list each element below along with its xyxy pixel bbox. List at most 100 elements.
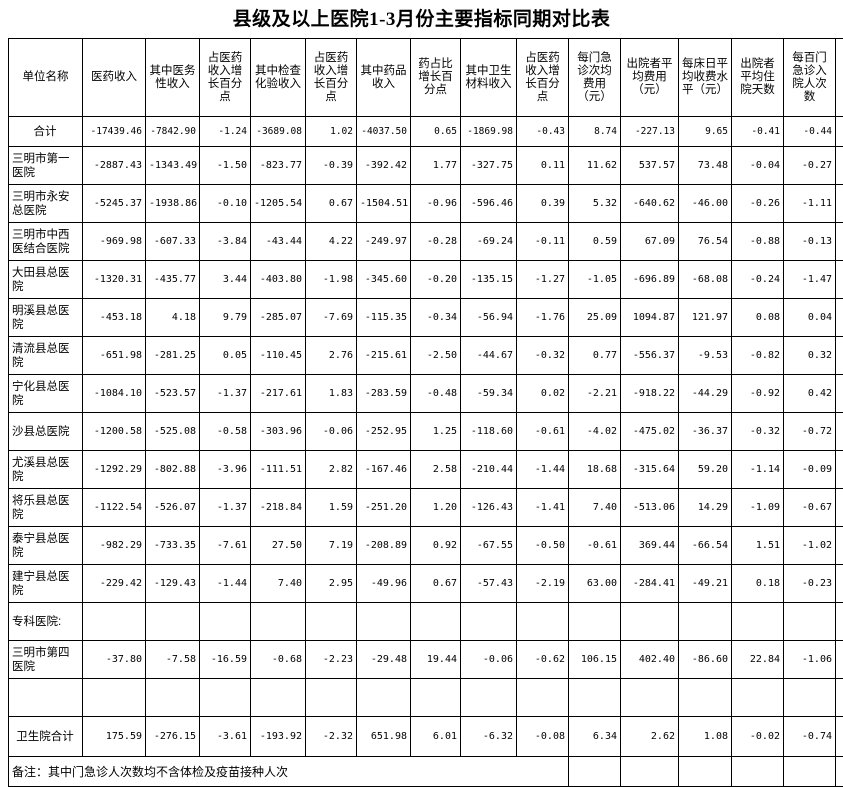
table-cell: -7.58 — [146, 641, 200, 679]
col-header-drug-ratio-pct-point: 药占比增长百分点 — [411, 39, 461, 117]
row-label: 三明市第四医院 — [9, 641, 83, 679]
table-cell: -651.98 — [83, 337, 146, 375]
table-cell: -2.32 — [306, 717, 357, 757]
table-row — [9, 679, 843, 717]
table-cell: 0.11 — [517, 147, 569, 185]
table-cell: -7.61 — [200, 527, 251, 565]
blank-cell — [679, 679, 732, 717]
table-cell: -0.74 — [784, 717, 836, 757]
table-cell: 73.48 — [679, 147, 732, 185]
table-cell: -49.21 — [679, 565, 732, 603]
col-header-admissions-per-hundred: 每百门急诊入院人次数 — [784, 39, 836, 117]
table-cell: -526.07 — [146, 489, 200, 527]
table-cell: 2.62 — [621, 717, 679, 757]
table-row: 三明市第一医院-2887.43-1343.49-1.50-823.77-0.39… — [9, 147, 843, 185]
blank-cell — [411, 679, 461, 717]
table-cell: 121.97 — [679, 299, 732, 337]
table-cell: -67.55 — [461, 527, 517, 565]
table-cell: 9.79 — [200, 299, 251, 337]
table-cell: -315.64 — [621, 451, 679, 489]
table-cell: -1.37 — [200, 489, 251, 527]
table-cell: -44.29 — [679, 375, 732, 413]
row-label: 三明市中西医结合医院 — [9, 223, 83, 261]
row-label: 三明市永安总医院 — [9, 185, 83, 223]
table-cell: -3.61 — [200, 717, 251, 757]
col-header-pct-point-1: 占医药收入增长百分点 — [200, 39, 251, 117]
col-header-outpatient-avg-cost: 每门急诊次均费用（元） — [569, 39, 621, 117]
blank-cell — [517, 603, 569, 641]
table-cell: -252.95 — [357, 413, 411, 451]
table-cell: -3.84 — [200, 223, 251, 261]
blank-cell — [461, 679, 517, 717]
table-cell: -0.23 — [784, 565, 836, 603]
col-header-pct-point-3: 占医药收入增长百分点 — [517, 39, 569, 117]
table-cell: -1200.58 — [83, 413, 146, 451]
table-cell: -1.06 — [784, 641, 836, 679]
indicators-table: 单位名称 医药收入 其中医务性收入 占医药收入增长百分点 其中检查化验收入 占医… — [8, 38, 843, 787]
table-cell: -28.76 — [836, 117, 843, 147]
row-label: 三明市第一医院 — [9, 147, 83, 185]
table-cell: 2.95 — [306, 565, 357, 603]
row-label-total: 合计 — [9, 117, 83, 147]
col-header-drug-revenue: 其中药品收入 — [357, 39, 411, 117]
blank-cell — [251, 679, 306, 717]
table-cell: -210.44 — [461, 451, 517, 489]
table-cell: -0.41 — [732, 117, 784, 147]
table-cell: -1.44 — [200, 565, 251, 603]
blank-cell — [679, 603, 732, 641]
table-cell: -0.09 — [784, 451, 836, 489]
table-cell: -1.05 — [569, 261, 621, 299]
table-cell: -69.24 — [461, 223, 517, 261]
table-cell: -1.37 — [200, 375, 251, 413]
table-cell: -17439.46 — [83, 117, 146, 147]
table-cell: 0.65 — [411, 117, 461, 147]
table-cell: 0.39 — [517, 185, 569, 223]
table-cell: -0.08 — [517, 717, 569, 757]
table-cell: -2.21 — [569, 375, 621, 413]
table-cell: -1084.10 — [83, 375, 146, 413]
table-cell: -345.60 — [357, 261, 411, 299]
table-cell: -303.96 — [251, 413, 306, 451]
table-cell: -0.02 — [732, 717, 784, 757]
table-cell: -118.60 — [461, 413, 517, 451]
blank-cell — [146, 603, 200, 641]
blank-cell — [357, 603, 411, 641]
table-cell: -696.89 — [621, 261, 679, 299]
blank-cell — [83, 603, 146, 641]
table-cell: -283.59 — [357, 375, 411, 413]
table-cell: -39.81 — [836, 147, 843, 185]
table-cell: -0.68 — [251, 641, 306, 679]
table-cell: -0.96 — [411, 185, 461, 223]
table-cell: 0.08 — [732, 299, 784, 337]
table-cell: -29.97 — [836, 489, 843, 527]
table-cell: -0.44 — [784, 117, 836, 147]
table-cell: -2887.43 — [83, 147, 146, 185]
col-header-discharge-avg-cost: 出院者平均费用（元） — [621, 39, 679, 117]
row-label: 大田县总医院 — [9, 261, 83, 299]
table-cell: -1.41 — [517, 489, 569, 527]
table-cell: -0.06 — [306, 413, 357, 451]
table-cell: -27.17 — [836, 413, 843, 451]
table-cell: -1504.51 — [357, 185, 411, 223]
table-cell: -0.72 — [784, 413, 836, 451]
table-cell: -453.18 — [83, 299, 146, 337]
blank-cell — [517, 679, 569, 717]
table-cell: 7.40 — [251, 565, 306, 603]
table-cell: 0.32 — [784, 337, 836, 375]
table-cell: -0.62 — [517, 641, 569, 679]
table-cell: -57.43 — [461, 565, 517, 603]
table-cell: -0.34 — [411, 299, 461, 337]
spreadsheet-sheet: 县级及以上医院1-3月份主要指标同期对比表 单位名称 医药收入 其中医务性收入 … — [0, 0, 843, 712]
table-cell: 1.51 — [732, 527, 784, 565]
table-cell: 3.44 — [200, 261, 251, 299]
table-cell: -0.50 — [517, 527, 569, 565]
table-cell: 25.09 — [569, 299, 621, 337]
table-cell: -43.44 — [251, 223, 306, 261]
table-cell: -3.96 — [200, 451, 251, 489]
table-cell: 2.72 — [836, 641, 843, 679]
table-cell: 0.05 — [200, 337, 251, 375]
blank-cell — [461, 603, 517, 641]
table-cell: -46.00 — [679, 185, 732, 223]
